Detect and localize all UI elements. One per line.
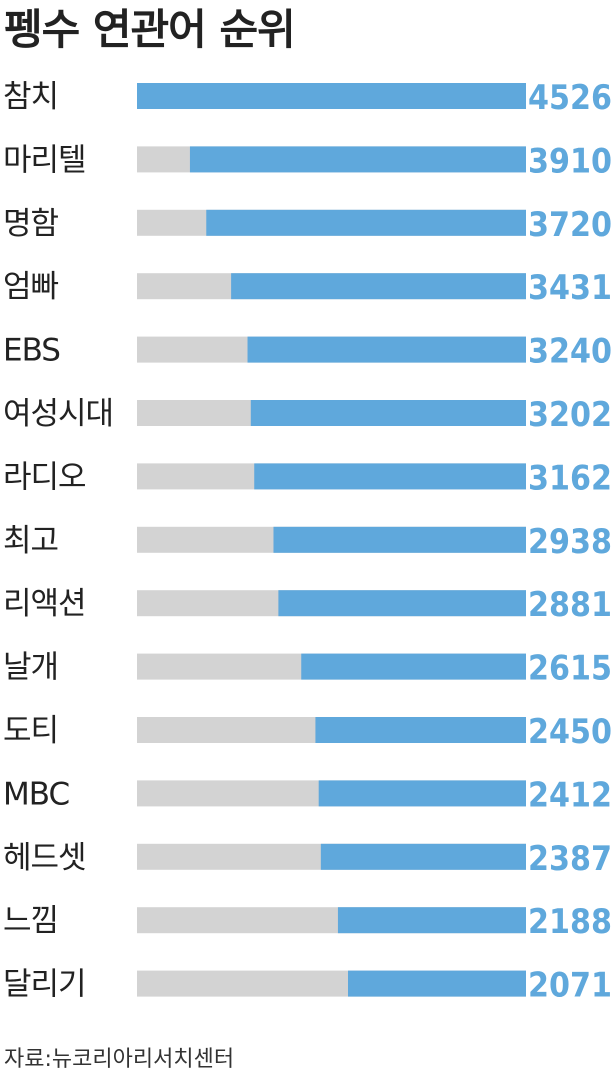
bar-row: 도티 2450 [3, 712, 612, 752]
category-label: 엄빠 [3, 269, 59, 305]
value-label: 3431 [528, 268, 612, 308]
value-label: 2412 [528, 775, 612, 815]
value-label: 2450 [528, 712, 612, 752]
bar-row: 명함 3720 [3, 205, 612, 245]
category-label: 날개 [3, 650, 58, 686]
value-label: 3910 [528, 141, 612, 181]
bar-row: MBC 2412 [3, 775, 612, 815]
bar-row: 참치 4526 [3, 78, 612, 118]
bar-row: 최고 2938 [3, 522, 612, 562]
value-label: 3162 [528, 458, 612, 498]
value-label: 2938 [528, 522, 612, 562]
value-label: 3720 [528, 205, 612, 245]
category-label: 달리기 [3, 967, 86, 1003]
value-label: 3202 [528, 395, 612, 435]
bar [250, 400, 526, 426]
value-label: 2881 [528, 585, 612, 625]
bar [231, 273, 526, 300]
value-label: 2387 [528, 839, 612, 879]
bar-row: 여성시대 3202 [3, 395, 612, 435]
category-label: 헤드셋 [3, 840, 86, 876]
bar [320, 843, 526, 870]
value-label: 3240 [528, 332, 612, 372]
category-label: 최고 [3, 523, 58, 559]
bar [278, 590, 526, 617]
bar-chart: 참치 4526 마리텔 3910 명함 3720 엄빠 3431 EBS 3240 여성시대 3202… [3, 78, 612, 1006]
value-label: 2188 [528, 902, 612, 942]
category-label: 도티 [3, 713, 58, 749]
bar-row: 달리기 2071 [3, 966, 612, 1006]
value-label: 2615 [528, 649, 612, 689]
bar [348, 970, 526, 997]
bar-row: 날개 2615 [3, 649, 612, 689]
bar [247, 336, 527, 363]
bar [301, 653, 526, 680]
bar [189, 146, 526, 173]
bar [137, 83, 526, 109]
bar-row: 라디오 3162 [3, 458, 612, 498]
category-label: 마리텔 [3, 142, 86, 178]
category-label: 라디오 [3, 459, 86, 495]
bar [254, 463, 526, 490]
category-label: EBS [3, 333, 60, 369]
bar [337, 907, 526, 934]
bar-row: 리액션 2881 [3, 585, 612, 625]
value-label: 4526 [528, 78, 612, 118]
category-label: 리액션 [3, 586, 86, 622]
bar-row: 헤드셋 2387 [3, 839, 612, 879]
bar-row: 엄빠 3431 [3, 268, 612, 308]
bar-row: 마리텔 3910 [3, 141, 612, 181]
category-label: 명함 [3, 206, 59, 242]
bar [273, 526, 526, 553]
value-label: 2071 [528, 966, 612, 1006]
chart-title: 펭수 연관어 순위 [4, 5, 296, 54]
bar [315, 717, 526, 743]
bar-row: 느낌 2188 [3, 902, 612, 942]
bar-row: EBS 3240 [3, 332, 612, 372]
bar [318, 780, 526, 807]
category-label: MBC [3, 776, 69, 812]
category-label: 여성시대 [3, 396, 113, 432]
source-note: 자료:뉴코리아리서치센터 [4, 1047, 235, 1072]
bar [206, 209, 526, 236]
category-label: 참치 [3, 79, 58, 115]
category-label: 느낌 [3, 903, 58, 939]
